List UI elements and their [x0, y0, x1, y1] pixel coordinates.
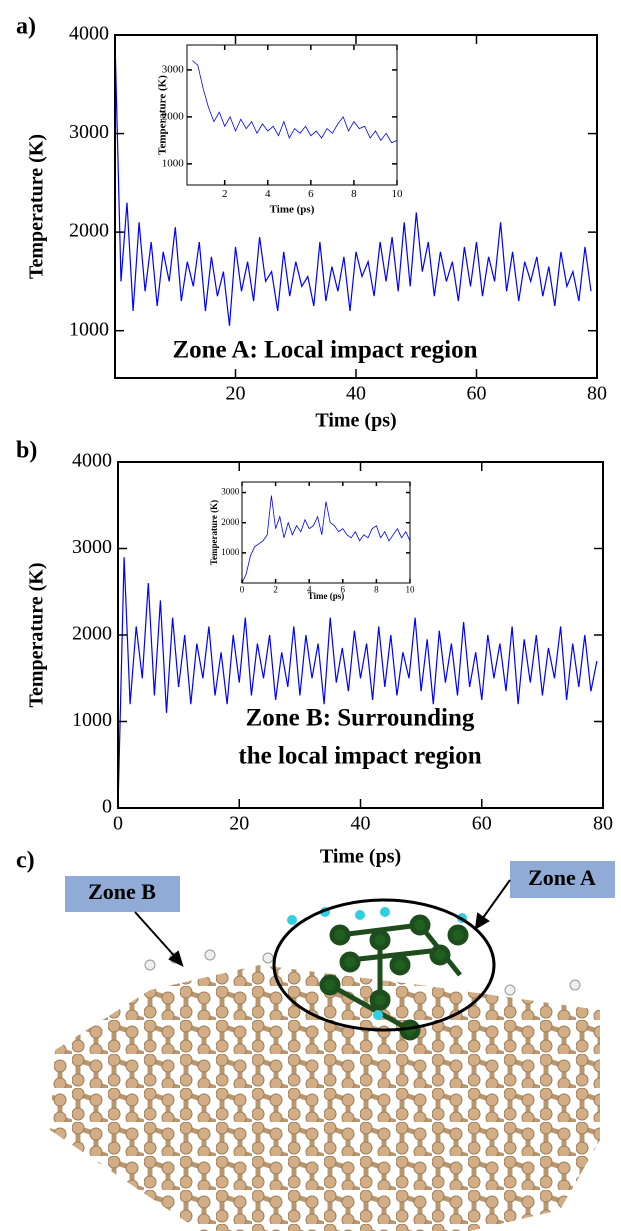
x-tick-label: 20: [226, 383, 246, 405]
x-tick-label: 6: [308, 188, 314, 200]
zone-b-label: Zone B: [88, 879, 156, 904]
x-tick-label: 6: [341, 585, 346, 595]
y-tick-label: 3000: [221, 487, 240, 497]
x-tick-label: 2: [273, 585, 278, 595]
x-tick-label: 4: [265, 188, 271, 200]
x-axis-label: Time (ps): [320, 846, 401, 868]
x-tick-label: 60: [472, 813, 492, 835]
panel-label: c): [16, 848, 35, 874]
y-tick-label: 2000: [72, 623, 112, 645]
x-tick-label: 0: [240, 585, 245, 595]
annotation: Zone B: Surrounding: [246, 705, 475, 732]
temperature-line: [114, 39, 592, 326]
zone-a-outline: [272, 898, 496, 1032]
y-tick-label: 0: [102, 796, 112, 818]
annotation: Zone A: Local impact region: [172, 337, 477, 364]
x-tick-label: 2: [222, 188, 228, 200]
x-axis-label: Time (ps): [270, 204, 315, 216]
annotation: the local impact region: [238, 743, 481, 770]
y-tick-label: 1000: [69, 318, 109, 340]
temperature-line: [192, 60, 398, 144]
panel-label: a): [16, 14, 36, 40]
x-tick-label: 10: [406, 585, 416, 595]
y-tick-label: 2000: [162, 110, 185, 122]
y-tick-label: 3000: [72, 536, 112, 558]
y-tick-label: 4000: [69, 23, 109, 45]
x-tick-label: 40: [351, 813, 371, 835]
zone-a-label: Zone A: [528, 865, 596, 890]
x-tick-label: 40: [346, 383, 366, 405]
y-tick-label: 3000: [162, 63, 185, 75]
y-tick-label: 1000: [72, 709, 112, 731]
x-tick-label: 20: [229, 813, 249, 835]
y-tick-label: 2000: [69, 220, 109, 242]
y-tick-label: 4000: [72, 450, 112, 472]
panel-label: b): [16, 438, 37, 464]
x-tick-label: 8: [351, 188, 357, 200]
y-axis-label: Temperature (K): [209, 500, 219, 565]
plot-frame: [241, 481, 411, 584]
inset-background: [242, 482, 410, 583]
temperature-line: [117, 557, 598, 809]
lattice: [50, 965, 600, 1231]
zone-b-box: [65, 876, 180, 912]
y-tick-label: 3000: [69, 121, 109, 143]
x-tick-label: 80: [587, 383, 607, 405]
x-axis-label: Time (ps): [308, 591, 345, 601]
arrows: [134, 879, 511, 967]
y-axis-label: Temperature (K): [26, 563, 48, 708]
structure-panel: c) Zone A Zone B: [16, 848, 615, 1231]
cluster: [319, 914, 469, 1041]
y-axis-label: Temperature (K): [157, 75, 169, 155]
y-tick-label: 1000: [221, 547, 240, 557]
inset-background: [187, 45, 397, 185]
temperature-line: [241, 495, 411, 584]
x-tick-label: 60: [467, 383, 487, 405]
plot-frame: [186, 44, 398, 186]
x-tick-label: 0: [113, 813, 123, 835]
zone-a-box: [510, 861, 615, 898]
y-tick-label: 1000: [162, 157, 185, 169]
x-tick-label: 8: [374, 585, 379, 595]
x-axis-label: Time (ps): [315, 410, 396, 432]
x-tick-label: 4: [307, 585, 312, 595]
x-tick-label: 80: [593, 813, 613, 835]
x-tick-label: 10: [392, 188, 404, 200]
y-tick-label: 2000: [221, 517, 240, 527]
y-axis-label: Temperature (K): [26, 134, 48, 279]
